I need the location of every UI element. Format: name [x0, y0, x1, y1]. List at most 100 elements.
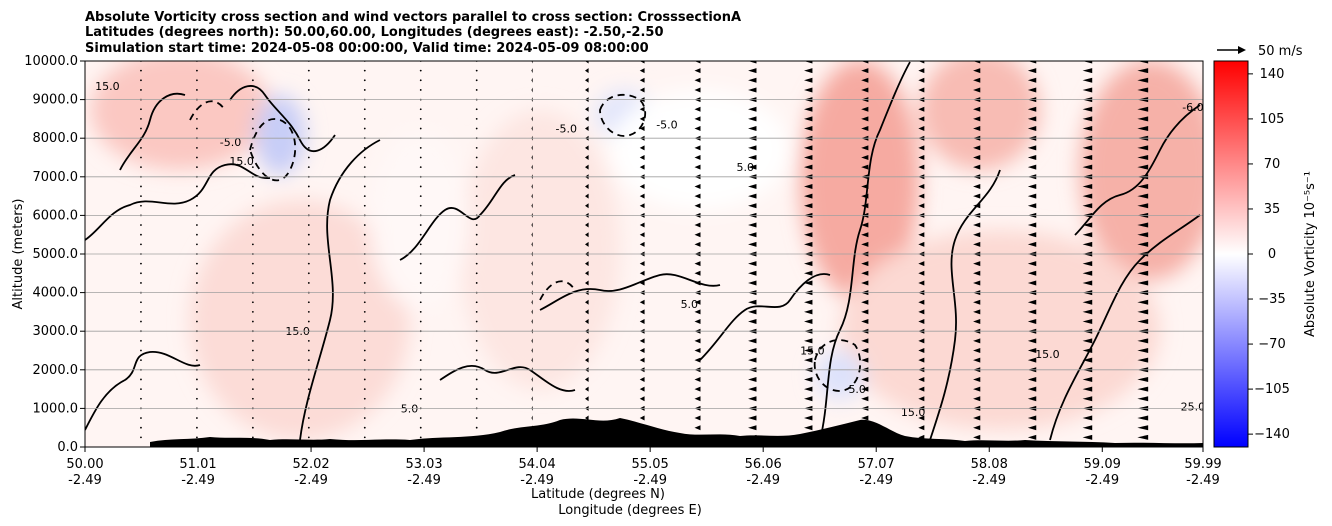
- contour-line: [1074, 104, 1201, 236]
- wind-vector: [196, 156, 198, 159]
- wind-vector: [307, 339, 310, 342]
- wind-vector: [918, 145, 925, 151]
- wind-vector: [861, 386, 869, 392]
- wind-vector: [1027, 193, 1037, 199]
- y-tick-label: 1000.0: [33, 401, 79, 416]
- wind-vector: [748, 183, 757, 189]
- wind-vector: [748, 386, 757, 392]
- wind-vector: [307, 320, 310, 323]
- contour-label: 15.0: [95, 80, 120, 93]
- wind-vector: [748, 203, 757, 209]
- wind-vector: [861, 299, 869, 305]
- x-tick-label-lon: -2.49: [68, 473, 102, 488]
- wind-vector: [861, 193, 869, 199]
- wind-vector: [251, 233, 254, 236]
- wind-vector: [973, 241, 981, 247]
- wind-vector: [251, 272, 254, 275]
- wind-vector: [307, 301, 310, 304]
- wind-vector: [748, 425, 757, 431]
- wind-vector: [1027, 299, 1037, 305]
- title-line-1: Absolute Vorticity cross section and win…: [85, 10, 741, 25]
- wind-vector: [363, 397, 366, 400]
- wind-vector: [694, 338, 701, 344]
- wind-vector: [973, 222, 981, 228]
- wind-vector: [585, 164, 589, 170]
- wind-vector: [140, 89, 142, 91]
- wind-vector: [307, 108, 310, 111]
- x-axis-label-latitude: Latitude (degrees N): [531, 487, 665, 502]
- plot-area: 5.0 -5.0 -5.0 -5.0 15.0 15.0 15.0 5.0 15.0 25.0 -6…: [84, 60, 1204, 448]
- colorbar-gradient: [1213, 60, 1249, 448]
- wind-vector: [918, 434, 925, 440]
- wind-vector: [918, 280, 925, 286]
- wind-vector: [639, 145, 645, 151]
- wind-vector: [475, 349, 478, 352]
- wind-vector: [973, 203, 981, 209]
- wind-vector: [748, 434, 757, 440]
- wind-vector: [861, 116, 869, 122]
- wind-vector: [251, 79, 254, 82]
- wind-vector: [1027, 434, 1037, 440]
- wind-vector: [585, 87, 589, 93]
- wind-vector: [1137, 106, 1149, 112]
- wind-vector: [861, 61, 869, 64]
- wind-vector: [140, 108, 142, 111]
- wind-vector: [475, 262, 478, 265]
- wind-vector: [475, 69, 478, 72]
- x-tick-label-lon: -2.49: [181, 473, 215, 488]
- wind-vector: [251, 262, 254, 265]
- x-tick-label-lat: 51.01: [179, 457, 216, 472]
- wind-vector: [419, 224, 422, 226]
- wind-vector: [531, 415, 533, 421]
- wind-vector: [639, 338, 645, 344]
- wind-vector: [196, 108, 198, 111]
- wind-vector: [419, 127, 422, 130]
- wind-vector: [196, 349, 198, 352]
- wind-vector: [140, 272, 142, 275]
- wind-vector: [531, 357, 533, 363]
- wind-vector: [748, 77, 757, 83]
- wind-vector: [861, 319, 869, 325]
- wind-vector: [475, 378, 478, 381]
- wind-vector: [748, 261, 757, 267]
- wind-vector: [1082, 270, 1093, 276]
- wind-vector: [140, 156, 142, 159]
- wind-vector: [1137, 145, 1149, 151]
- wind-vector: [1027, 87, 1037, 93]
- wind-vector: [585, 145, 589, 151]
- wind-vector: [140, 146, 142, 149]
- wind-vector: [1027, 386, 1037, 392]
- wind-vector: [196, 282, 198, 284]
- wind-vector: [639, 193, 645, 199]
- wind-vector: [918, 376, 925, 382]
- wind-vector: [419, 359, 422, 362]
- wind-vector: [140, 262, 142, 265]
- wind-vector: [140, 359, 142, 362]
- wind-vector: [1082, 241, 1093, 247]
- wind-vector: [140, 69, 142, 72]
- wind-vector: [1027, 396, 1037, 402]
- wind-vector: [1027, 232, 1037, 238]
- wind-vector: [140, 185, 142, 188]
- wind-vector: [1027, 309, 1037, 315]
- wind-vector: [585, 338, 589, 344]
- wind-vector: [804, 203, 813, 209]
- wind-vector: [475, 426, 478, 429]
- wind-vector: [804, 434, 813, 440]
- wind-vector: [585, 126, 589, 132]
- wind-vector: [1082, 164, 1093, 170]
- wind-vector: [1137, 319, 1149, 325]
- colorbar-tick-label: −105: [1254, 382, 1290, 397]
- y-tick-label: 3000.0: [33, 324, 79, 339]
- wind-vector: [861, 183, 869, 189]
- wind-vector: [861, 376, 869, 382]
- x-tick-label-lat: 54.04: [519, 457, 556, 472]
- wind-vector: [419, 436, 422, 439]
- wind-vector: [196, 378, 198, 381]
- wind-vector: [475, 233, 478, 236]
- wind-vector: [196, 301, 198, 304]
- wind-vector: [639, 376, 645, 382]
- wind-vector: [748, 126, 757, 132]
- vorticity-field: 5.0 -5.0 -5.0 -5.0 15.0 15.0 15.0 5.0 15.0 25.0 -6…: [85, 61, 1203, 447]
- wind-vector: [694, 77, 701, 83]
